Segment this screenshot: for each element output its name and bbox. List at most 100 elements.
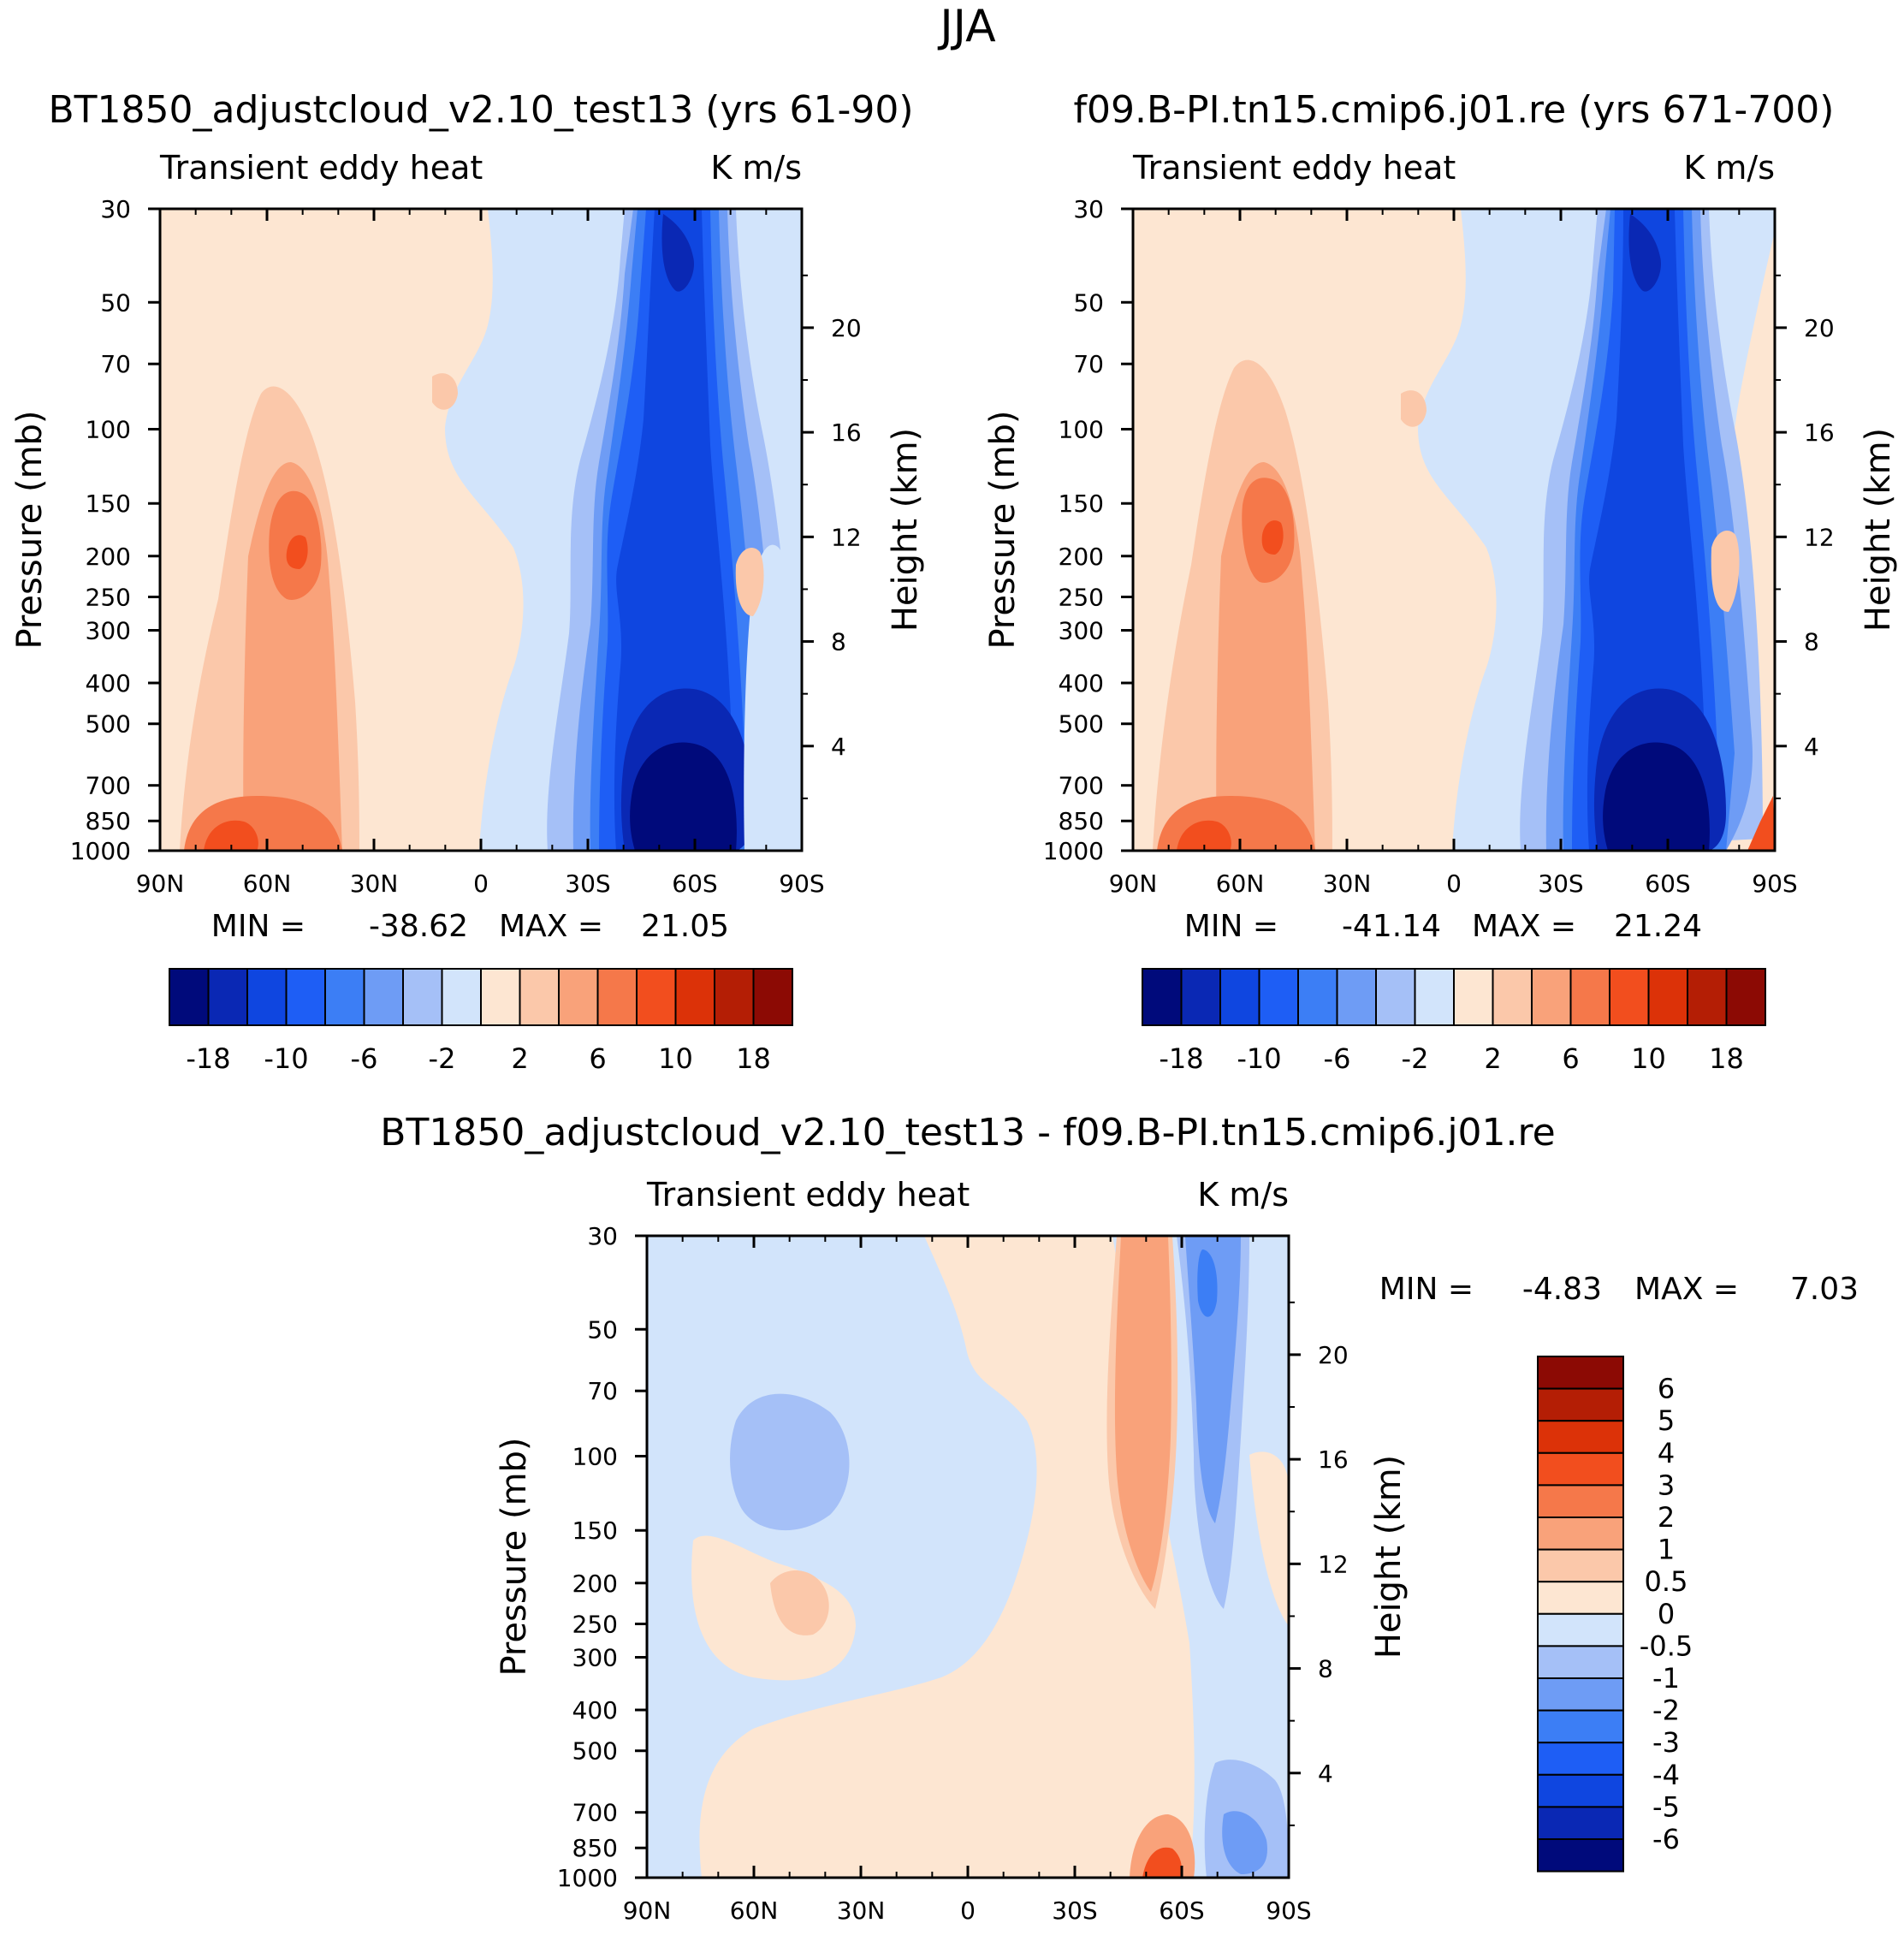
y-tick-label: 850 xyxy=(86,807,131,835)
y-right-tick-label: 16 xyxy=(1804,418,1835,447)
colorbar-box xyxy=(1537,1517,1624,1551)
svg-text:-38.62: -38.62 xyxy=(369,909,468,944)
y-tick-label: 100 xyxy=(86,416,131,444)
colorbar-label: -0.5 xyxy=(1640,1629,1693,1662)
y-right-tick-label: 20 xyxy=(1318,1341,1349,1369)
colorbar-label: 3 xyxy=(1658,1469,1675,1501)
y-right-tick-label: 12 xyxy=(831,523,862,551)
colorbar: -18 -10 -6 -2 2 6 10 18 xyxy=(169,968,793,1075)
colorbar-box xyxy=(1537,1838,1624,1873)
x-tick-label: 30S xyxy=(1538,870,1583,898)
y-tick-label: 50 xyxy=(1073,288,1104,317)
colorbar-box xyxy=(1180,968,1221,1026)
svg-text:21.05: 21.05 xyxy=(641,909,729,944)
colorbar-label: -10 xyxy=(264,1042,308,1075)
colorbar-label: -4 xyxy=(1652,1759,1680,1791)
y-tick-label: 1000 xyxy=(557,1864,618,1892)
y-tick-label: 400 xyxy=(1059,669,1104,697)
svg-text:MIN =: MIN = xyxy=(1184,909,1278,944)
svg-text:21.24: 21.24 xyxy=(1614,909,1702,944)
svg-text:MIN =: MIN = xyxy=(211,909,305,944)
colorbar-box xyxy=(1336,968,1377,1026)
x-tick-label: 90S xyxy=(1266,1896,1311,1925)
y-tick-label: 850 xyxy=(1059,807,1104,835)
panel-top-right: f09.B-PI.tn15.cmip6.j01.re (yrs 671-700)… xyxy=(983,88,1898,1075)
y-tick-label: 30 xyxy=(100,195,131,223)
y-right-tick-label: 4 xyxy=(1318,1760,1333,1788)
colorbar-box xyxy=(1537,1612,1624,1647)
y-tick-label: 1000 xyxy=(1043,837,1104,865)
colorbar-box xyxy=(1609,968,1650,1026)
colorbar-box xyxy=(1492,968,1533,1026)
colorbar-box xyxy=(207,968,248,1026)
svg-text:MAX =: MAX = xyxy=(499,909,603,944)
left-string: Transient eddy heat xyxy=(159,149,483,187)
colorbar-box xyxy=(1537,1356,1624,1390)
colorbar-box xyxy=(636,968,677,1026)
colorbar: -18 -10 -6 -2 2 6 10 18 xyxy=(1142,968,1766,1075)
x-tick-label: 60S xyxy=(672,870,717,898)
y-tick-label: 150 xyxy=(572,1517,618,1545)
y-tick-label: 700 xyxy=(86,772,131,800)
x-tick-label: 60N xyxy=(730,1896,779,1925)
colorbar-label: 10 xyxy=(658,1042,693,1075)
colorbar-label: 10 xyxy=(1631,1042,1666,1075)
panel-top-left: BT1850_adjustcloud_v2.10_test13 (yrs 61-… xyxy=(10,88,925,1075)
colorbar-box xyxy=(1537,1387,1624,1422)
x-tick-label: 60S xyxy=(1159,1896,1204,1925)
y-right-tick-label: 8 xyxy=(1318,1655,1333,1683)
colorbar-label: -2 xyxy=(1652,1695,1680,1727)
colorbar-label: -6 xyxy=(1324,1042,1351,1075)
panel-title: BT1850_adjustcloud_v2.10_test13 (yrs 61-… xyxy=(48,88,913,132)
panel-title: f09.B-PI.tn15.cmip6.j01.re (yrs 671-700) xyxy=(1074,88,1835,132)
colorbar-box xyxy=(1537,1709,1624,1744)
right-string: K m/s xyxy=(1197,1176,1289,1214)
colorbar-label: 1 xyxy=(1658,1534,1675,1566)
y-tick-label: 100 xyxy=(1059,416,1104,444)
y-tick-label: 1000 xyxy=(70,837,131,865)
y-tick-label: 700 xyxy=(572,1799,618,1827)
panel-bottom: BT1850_adjustcloud_v2.10_test13 - f09.B-… xyxy=(380,1111,1859,1925)
x-ticks: 90N 60N 30N 0 30S 60S 90S xyxy=(623,1236,1312,1925)
colorbar-box xyxy=(1297,968,1338,1026)
colorbar-label: 6 xyxy=(1562,1042,1579,1075)
colorbar-box xyxy=(1537,1773,1624,1808)
colorbar-box xyxy=(1647,968,1688,1026)
y-right-tick-label: 20 xyxy=(831,314,862,342)
y-right-tick-label: 16 xyxy=(831,418,862,447)
colorbar-box xyxy=(1687,968,1728,1026)
y-tick-label: 300 xyxy=(572,1643,618,1671)
min-max-readout: MIN = -4.83 MAX = 7.03 xyxy=(1379,1272,1859,1307)
y-axis-label: Pressure (mb) xyxy=(10,410,50,649)
contour-field xyxy=(160,209,802,851)
colorbar-label: 2 xyxy=(1658,1501,1675,1534)
x-tick-label: 0 xyxy=(960,1896,976,1925)
svg-text:MIN =: MIN = xyxy=(1379,1272,1474,1307)
y-tick-label: 150 xyxy=(1059,490,1104,518)
x-tick-label: 90N xyxy=(136,870,185,898)
colorbar-box xyxy=(169,968,210,1026)
y-right-tick-label: 20 xyxy=(1804,314,1835,342)
colorbar-box xyxy=(402,968,443,1026)
y-tick-label: 400 xyxy=(572,1696,618,1724)
x-tick-label: 90N xyxy=(623,1896,672,1925)
y-tick-label: 250 xyxy=(572,1610,618,1638)
colorbar-box xyxy=(714,968,755,1026)
colorbar-label: -2 xyxy=(1402,1042,1429,1075)
colorbar-label: -18 xyxy=(1159,1042,1203,1075)
x-tick-label: 60N xyxy=(1216,870,1265,898)
x-tick-label: 90N xyxy=(1109,870,1158,898)
y-tick-label: 500 xyxy=(572,1737,618,1766)
left-string: Transient eddy heat xyxy=(646,1176,970,1214)
colorbar-box xyxy=(480,968,521,1026)
colorbar-label: -1 xyxy=(1652,1662,1680,1695)
left-string: Transient eddy heat xyxy=(1132,149,1456,187)
panel-title: BT1850_adjustcloud_v2.10_test13 - f09.B-… xyxy=(380,1111,1555,1154)
colorbar-label: 6 xyxy=(589,1042,606,1075)
colorbar-box xyxy=(558,968,599,1026)
y-tick-label: 250 xyxy=(1059,583,1104,611)
